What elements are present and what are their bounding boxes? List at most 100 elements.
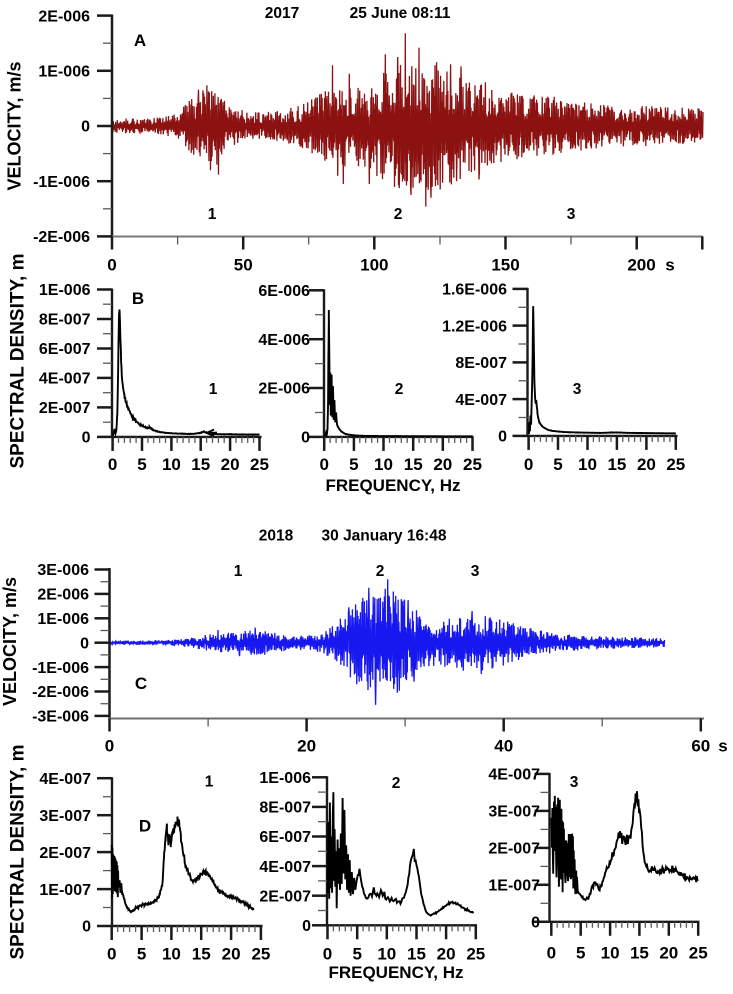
svg-text:6E-007: 6E-007 (39, 341, 91, 358)
svg-text:4E-007: 4E-007 (259, 859, 311, 876)
svg-text:0: 0 (531, 915, 540, 932)
svg-text:5: 5 (553, 455, 562, 474)
svg-text:10: 10 (162, 945, 181, 964)
svg-text:s: s (718, 737, 727, 756)
svg-text:2E-007: 2E-007 (39, 400, 91, 417)
svg-text:0: 0 (82, 430, 91, 447)
svg-text:20: 20 (222, 945, 241, 964)
svg-text:15: 15 (407, 945, 426, 964)
svg-text:0: 0 (524, 455, 533, 474)
svg-text:40: 40 (494, 737, 513, 756)
svg-text:4E-007: 4E-007 (39, 771, 91, 788)
svg-text:1.2E-006: 1.2E-006 (442, 318, 507, 335)
svg-text:A: A (134, 31, 146, 50)
svg-text:3E-007: 3E-007 (39, 808, 91, 825)
svg-text:10: 10 (377, 945, 396, 964)
svg-text:B: B (132, 289, 144, 308)
svg-text:3: 3 (567, 206, 576, 223)
svg-text:FREQUENCY, Hz: FREQUENCY, Hz (325, 476, 460, 495)
svg-text:15: 15 (607, 455, 626, 474)
svg-text:5: 5 (349, 455, 358, 474)
svg-text:0: 0 (108, 455, 117, 474)
svg-text:C: C (135, 674, 147, 693)
svg-text:1E-007: 1E-007 (39, 882, 91, 899)
svg-text:2E-007: 2E-007 (259, 888, 311, 905)
svg-text:1E-006: 1E-006 (37, 611, 89, 628)
svg-text:2: 2 (376, 563, 385, 580)
svg-text:25: 25 (250, 455, 269, 474)
svg-text:25: 25 (666, 455, 685, 474)
svg-text:-1E-006: -1E-006 (32, 660, 89, 677)
svg-text:VELOCITY, m/s: VELOCITY, m/s (5, 61, 25, 190)
svg-text:200: 200 (627, 256, 655, 275)
svg-text:-3E-006: -3E-006 (32, 709, 89, 726)
svg-text:5: 5 (352, 945, 361, 964)
svg-text:0: 0 (319, 455, 328, 474)
svg-text:2E-006: 2E-006 (258, 381, 310, 398)
svg-text:8E-007: 8E-007 (259, 800, 311, 817)
svg-text:25: 25 (463, 455, 482, 474)
svg-text:5: 5 (576, 943, 585, 962)
svg-text:0: 0 (498, 429, 507, 446)
svg-text:150: 150 (491, 256, 519, 275)
svg-text:4E-007: 4E-007 (39, 371, 91, 388)
svg-text:VELOCITY, m/s: VELOCITY, m/s (0, 577, 20, 706)
svg-text:0: 0 (323, 945, 332, 964)
svg-text:10: 10 (374, 455, 393, 474)
svg-text:2: 2 (394, 206, 403, 223)
svg-text:D: D (139, 817, 151, 836)
svg-text:FREQUENCY, Hz: FREQUENCY, Hz (328, 963, 463, 982)
svg-text:2017: 2017 (265, 5, 299, 22)
svg-text:0: 0 (105, 737, 114, 756)
svg-text:15: 15 (630, 943, 649, 962)
svg-text:0: 0 (81, 119, 90, 136)
svg-text:30 January 16:48: 30 January 16:48 (322, 528, 447, 545)
svg-text:SPECTRAL DENSITY, m: SPECTRAL DENSITY, m (8, 253, 29, 468)
svg-text:0: 0 (82, 919, 91, 936)
svg-text:2E-007: 2E-007 (488, 841, 540, 858)
svg-text:5: 5 (137, 455, 146, 474)
svg-text:25 June 08:11: 25 June 08:11 (350, 5, 451, 22)
svg-text:SPECTRAL DENSITY, m: SPECTRAL DENSITY, m (8, 744, 29, 959)
svg-text:20: 20 (297, 737, 316, 756)
svg-text:15: 15 (192, 945, 211, 964)
svg-text:2: 2 (395, 381, 404, 398)
svg-text:0: 0 (547, 943, 556, 962)
svg-text:10: 10 (601, 943, 620, 962)
svg-text:1: 1 (234, 563, 243, 580)
svg-text:0: 0 (107, 256, 116, 275)
svg-text:20: 20 (221, 455, 240, 474)
svg-text:2: 2 (392, 775, 401, 792)
svg-text:1E-006: 1E-006 (259, 770, 311, 787)
svg-text:3: 3 (471, 563, 480, 580)
svg-text:3E-007: 3E-007 (488, 804, 540, 821)
svg-text:20: 20 (433, 455, 452, 474)
svg-text:2018: 2018 (259, 528, 294, 545)
svg-text:60: 60 (691, 737, 710, 756)
svg-text:8E-007: 8E-007 (455, 355, 507, 372)
svg-text:1E-007: 1E-007 (488, 878, 540, 895)
svg-text:4E-006: 4E-006 (258, 332, 310, 349)
svg-text:0: 0 (80, 635, 89, 652)
svg-text:3: 3 (570, 774, 579, 791)
svg-text:25: 25 (466, 945, 485, 964)
svg-text:1E-006: 1E-006 (38, 64, 90, 81)
svg-text:6E-007: 6E-007 (259, 829, 311, 846)
svg-text:3E-006: 3E-006 (37, 562, 89, 579)
svg-text:25: 25 (689, 943, 708, 962)
svg-text:15: 15 (404, 455, 423, 474)
svg-text:1.6E-006: 1.6E-006 (442, 282, 507, 299)
svg-text:0: 0 (302, 918, 311, 935)
svg-text:20: 20 (659, 943, 678, 962)
svg-text:4E-007: 4E-007 (488, 767, 540, 784)
svg-text:-2E-006: -2E-006 (33, 229, 90, 246)
svg-text:0: 0 (107, 945, 116, 964)
svg-text:20: 20 (437, 945, 456, 964)
svg-text:-1E-006: -1E-006 (33, 174, 90, 191)
svg-text:5: 5 (137, 945, 146, 964)
svg-text:1E-006: 1E-006 (39, 282, 91, 299)
svg-text:s: s (665, 256, 674, 275)
svg-text:25: 25 (251, 945, 270, 964)
svg-text:100: 100 (360, 256, 388, 275)
svg-text:8E-007: 8E-007 (39, 312, 91, 329)
